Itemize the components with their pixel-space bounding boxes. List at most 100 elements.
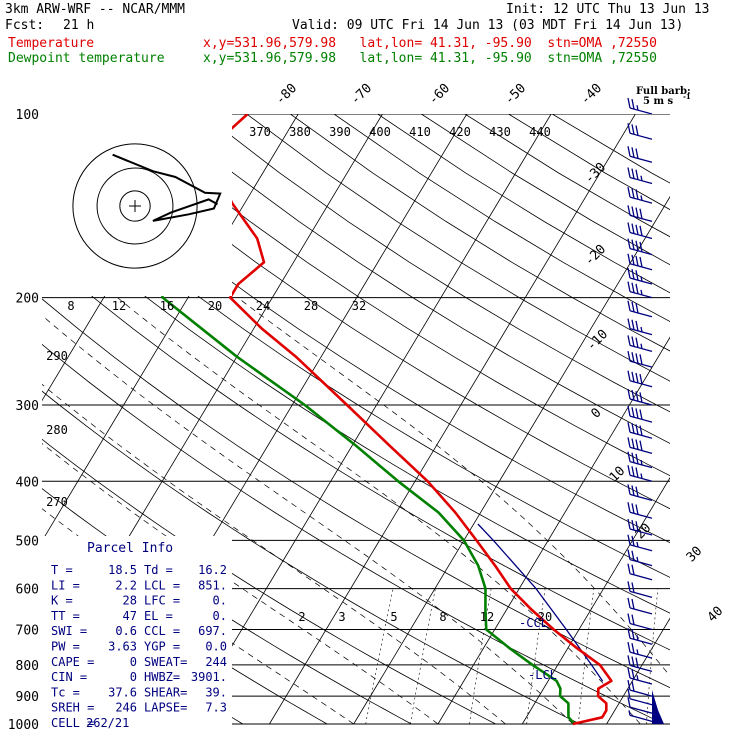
wind-barb-flag <box>639 409 643 420</box>
wind-barb-flag <box>627 335 631 346</box>
wind-barb <box>627 667 653 685</box>
wind-barb <box>627 335 653 353</box>
wind-barb-flag <box>627 422 631 433</box>
parcel-info-key: LI = <box>51 578 80 592</box>
wind-barb-flag <box>627 549 631 560</box>
theta-label: 280 <box>46 423 68 437</box>
wind-barb-flag <box>639 225 643 236</box>
wind-barb-flag <box>627 465 631 476</box>
wind-barb <box>627 370 653 388</box>
parcel-info-background <box>42 536 232 726</box>
wind-barb <box>627 563 653 581</box>
pressure-label: 800 <box>16 659 39 674</box>
wind-barb-flag <box>639 354 643 365</box>
parcel-info-value: 18.5 <box>108 563 137 577</box>
wind-barb <box>627 238 653 256</box>
wind-barb-flag <box>631 582 635 593</box>
parcel-info-value: 47 <box>123 609 137 623</box>
dry-adiabat <box>42 167 670 578</box>
parcel-info-value: 0.6 <box>115 624 137 638</box>
wind-barb-flag <box>635 224 639 235</box>
wind-barb-flag <box>635 372 639 384</box>
wind-barb <box>627 300 653 318</box>
parcel-info-key: Tc = <box>51 685 80 699</box>
wind-barb-flag <box>635 148 639 159</box>
wind-barb <box>627 484 653 502</box>
theta-label: 410 <box>409 125 431 139</box>
wind-barb <box>627 167 653 185</box>
parcel-info-value: 0. <box>213 594 227 608</box>
isotherm-line <box>184 114 552 725</box>
wind-barb-flag <box>631 352 635 363</box>
wind-barb-shaft <box>629 714 653 722</box>
wind-barb-flag <box>636 556 639 562</box>
wind-barb <box>627 688 653 706</box>
wind-barb-flag <box>631 681 635 692</box>
wind-barb-flag <box>627 484 631 495</box>
wind-barb <box>627 549 653 567</box>
mixing-ratio-line <box>410 588 436 725</box>
dewpoint-legend: Dewpoint temperature <box>8 51 165 66</box>
wind-barb-flag <box>631 223 635 234</box>
isotherm-line <box>521 477 670 725</box>
pressure-label: 600 <box>16 583 39 598</box>
ccl-marker: -CCL <box>519 616 548 630</box>
wind-barb <box>627 187 653 204</box>
dry-adiabat <box>42 343 665 725</box>
wind-barb-flag <box>631 598 635 610</box>
parcel-info-key: PW = <box>51 640 80 654</box>
wind-barb <box>627 281 653 299</box>
wind-barb-flag <box>635 439 639 450</box>
wind-barb <box>627 518 653 536</box>
wind-barb-flag <box>631 407 635 418</box>
wind-barb-flag <box>631 188 635 199</box>
wind-barb-flag <box>635 353 639 364</box>
wind-barb <box>627 613 653 631</box>
parcel-info-key: CELL = <box>51 716 94 730</box>
parcel-info-value: 0. <box>213 609 227 623</box>
wind-barb-flag <box>627 679 631 691</box>
hodograph-ring <box>72 143 198 269</box>
parcel-info-value: 246 <box>115 701 137 715</box>
parcel-info-key: CAPE = <box>51 655 94 669</box>
wind-barb-flag <box>631 535 635 546</box>
lcl-marker: -LCL <box>528 668 557 682</box>
wind-barb-flag <box>631 269 635 280</box>
wind-barb-flag <box>639 425 643 436</box>
wind-barb-flag <box>635 408 639 419</box>
parcel-info-value: 697. <box>198 624 227 638</box>
wind-barb <box>627 655 653 673</box>
wind-barb-flag <box>627 697 631 708</box>
wind-barb <box>627 465 653 482</box>
wind-barb <box>627 351 653 368</box>
wind-barb-surface <box>652 690 664 724</box>
wind-barb-flag <box>635 302 639 314</box>
parcel-info-key: Td = <box>144 563 173 577</box>
parcel-info-key: SHEAR= <box>144 685 187 699</box>
parcel-info-key: LCL = <box>144 578 180 592</box>
wind-barb-flag <box>635 320 639 331</box>
wind-barb-flag <box>631 124 635 135</box>
wind-barb-flag <box>640 289 643 296</box>
wind-barb-flag <box>635 240 639 251</box>
wind-barb-flag <box>631 503 635 514</box>
pressure-label: 100 <box>16 108 39 123</box>
wind-barb-flag <box>627 597 631 609</box>
parcel-info-value: 0.0 <box>205 640 227 654</box>
wind-barb <box>627 422 653 439</box>
theta-label: 380 <box>289 125 311 139</box>
parcel-info-value: 244 <box>205 655 227 669</box>
wind-barb-flag <box>631 452 635 463</box>
wind-speed-label: 32 <box>352 299 366 313</box>
wind-barb-flag <box>631 147 635 158</box>
wind-barb-flag <box>627 628 631 639</box>
parcel-info-title: Parcel Info <box>87 541 173 556</box>
wind-barb-flag <box>631 550 635 561</box>
dry-adiabat <box>246 114 670 382</box>
wind-barb-flag <box>640 473 643 479</box>
wind-barbs <box>627 97 664 724</box>
wind-barb-flag <box>639 241 643 253</box>
wind-barb-flag <box>627 370 631 381</box>
wind-barb-flag <box>631 371 635 382</box>
